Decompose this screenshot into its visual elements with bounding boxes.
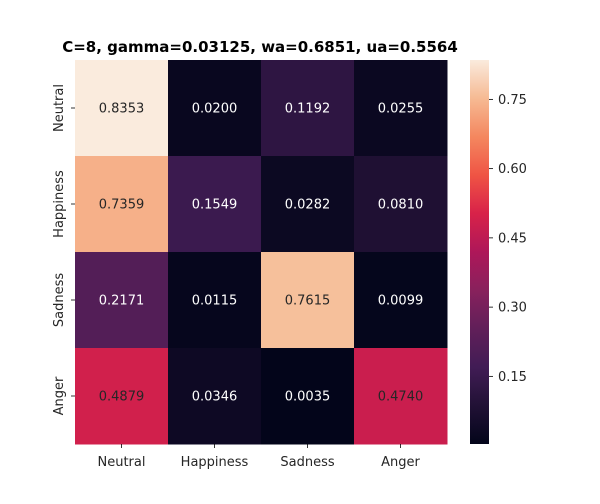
heatmap-cell [168, 348, 262, 445]
heatmap-cell [75, 60, 169, 157]
y-tick-label: Sadness [52, 273, 67, 327]
heatmap-cell [168, 156, 262, 253]
heatmap-cell [261, 252, 355, 349]
colorbar-tick-label: 0.15 [498, 370, 527, 385]
heatmap-cells: 0.8353 0.0200 0.1192 0.0255 0.7359 0.1549 0.02… [75, 60, 448, 445]
cell-value-label: 0.0200 [192, 102, 238, 117]
heatmap-cell [261, 156, 355, 253]
colorbar-tick-label: 0.75 [498, 93, 527, 108]
colorbar: 0.15 0.30 0.45 0.60 0.75 [470, 60, 527, 444]
heatmap-cell [75, 252, 169, 349]
cell-value-label: 0.2171 [99, 294, 145, 309]
y-axis-tick-labels: Neutral Happiness Sadness Anger [52, 84, 75, 415]
cell-value-label: 0.8353 [99, 102, 145, 117]
heatmap-cell [354, 156, 448, 253]
cell-value-label: 0.0099 [378, 294, 424, 309]
heatmap-cell [168, 60, 262, 157]
x-axis-tick-labels: Neutral Happiness Sadness Anger [98, 444, 421, 470]
y-tick-label: Neutral [52, 84, 67, 132]
cell-value-label: 0.0255 [378, 102, 424, 117]
colorbar-tick-label: 0.60 [498, 162, 527, 177]
cell-value-label: 0.0282 [285, 198, 331, 213]
heatmap-cell [261, 60, 355, 157]
cell-value-label: 0.0035 [285, 390, 331, 405]
cell-value-label: 0.7359 [99, 198, 145, 213]
colorbar-tick-label: 0.45 [498, 231, 527, 246]
heatmap-cell [354, 60, 448, 157]
heatmap-cell [354, 348, 448, 445]
heatmap-cell [75, 348, 169, 445]
x-tick-label: Sadness [280, 455, 334, 470]
y-tick-label: Anger [52, 376, 67, 415]
heatmap-cell [168, 252, 262, 349]
chart-title: C=8, gamma=0.03125, wa=0.6851, ua=0.5564 [62, 38, 458, 56]
x-tick-label: Anger [381, 455, 420, 470]
cell-value-label: 0.1192 [285, 102, 331, 117]
colorbar-gradient [470, 60, 489, 444]
cell-value-label: 0.0115 [192, 294, 238, 309]
cell-value-label: 0.0810 [378, 198, 424, 213]
heatmap-cell [261, 348, 355, 445]
cell-value-label: 0.7615 [285, 294, 331, 309]
heatmap-cell [354, 252, 448, 349]
cell-value-label: 0.4740 [378, 390, 424, 405]
cell-value-label: 0.1549 [192, 198, 238, 213]
cell-value-label: 0.0346 [192, 390, 238, 405]
x-tick-label: Neutral [98, 455, 146, 470]
y-tick-label: Happiness [52, 170, 67, 238]
heatmap-cell [75, 156, 169, 253]
cell-value-label: 0.4879 [99, 390, 145, 405]
colorbar-tick-label: 0.30 [498, 301, 527, 316]
x-tick-label: Happiness [181, 455, 249, 470]
